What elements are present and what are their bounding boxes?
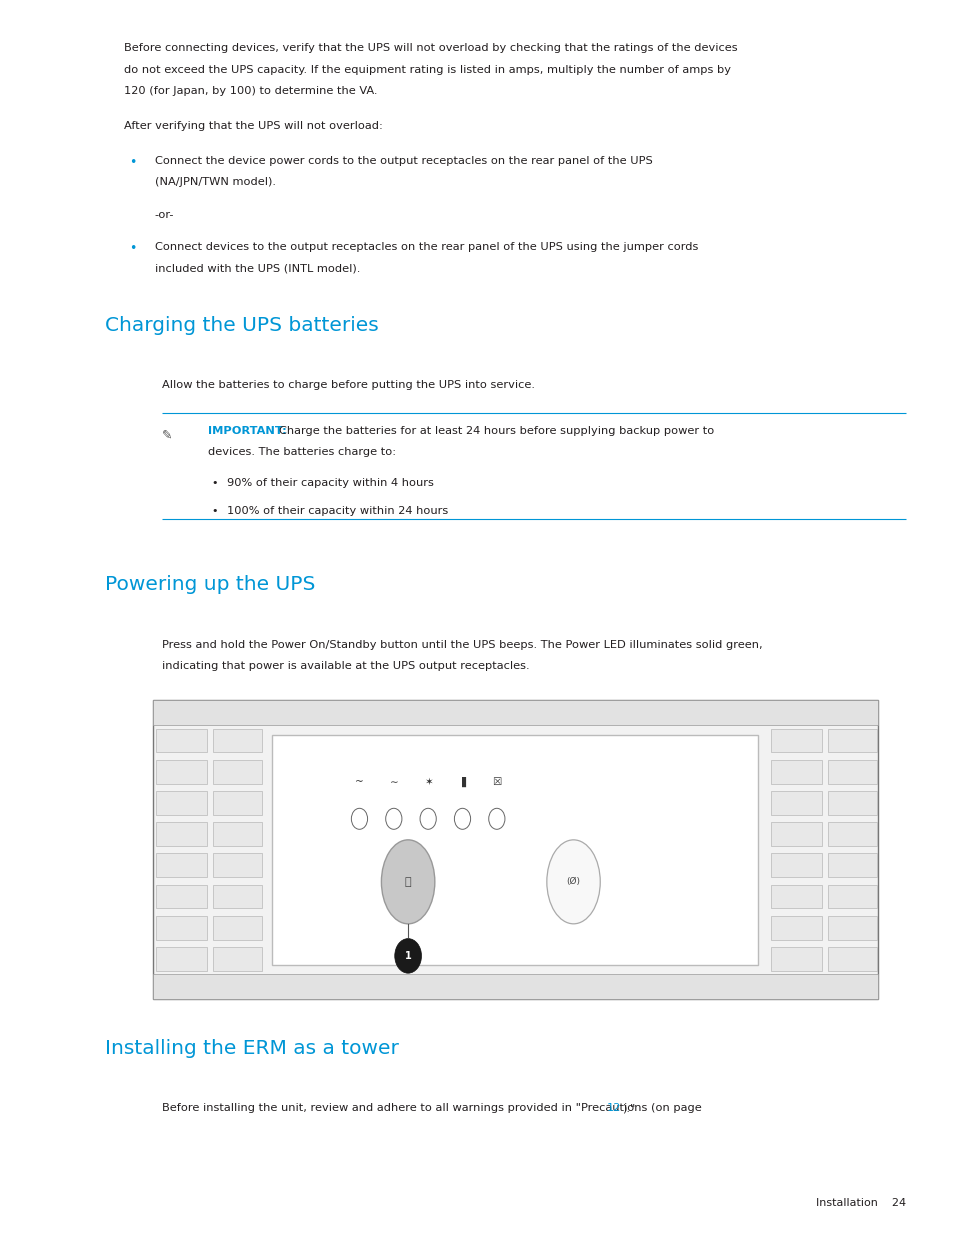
Text: ▐: ▐: [458, 777, 466, 787]
Bar: [827, 790, 877, 815]
Bar: [213, 915, 262, 940]
Bar: [272, 735, 758, 965]
Text: Allow the batteries to charge before putting the UPS into service.: Allow the batteries to charge before put…: [162, 380, 535, 390]
Bar: [827, 823, 877, 846]
Bar: [770, 823, 821, 846]
Circle shape: [395, 939, 421, 973]
Bar: [827, 884, 877, 908]
Text: -or-: -or-: [154, 210, 173, 220]
Text: IMPORTANT:: IMPORTANT:: [208, 426, 291, 436]
Bar: [827, 853, 877, 877]
Text: Installing the ERM as a tower: Installing the ERM as a tower: [105, 1039, 398, 1057]
Text: ✶: ✶: [423, 777, 432, 787]
Bar: [827, 915, 877, 940]
Text: •: •: [129, 242, 136, 256]
Circle shape: [351, 808, 367, 829]
Circle shape: [385, 808, 401, 829]
Text: Connect devices to the output receptacles on the rear panel of the UPS using the: Connect devices to the output receptacle…: [154, 242, 698, 252]
Bar: [155, 760, 207, 783]
Circle shape: [419, 808, 436, 829]
Bar: [213, 853, 262, 877]
Text: ∼: ∼: [389, 777, 397, 787]
Bar: [152, 700, 877, 725]
Text: indicating that power is available at the UPS output receptacles.: indicating that power is available at th…: [162, 661, 529, 672]
Bar: [827, 760, 877, 783]
Text: Charging the UPS batteries: Charging the UPS batteries: [105, 315, 378, 335]
Bar: [770, 915, 821, 940]
Text: ☒: ☒: [492, 777, 501, 787]
Bar: [155, 823, 207, 846]
Bar: [155, 915, 207, 940]
Bar: [213, 884, 262, 908]
Text: Installation    24: Installation 24: [816, 1198, 905, 1208]
Text: 1: 1: [404, 951, 411, 961]
Bar: [155, 947, 207, 971]
Text: 120 (for Japan, by 100) to determine the VA.: 120 (for Japan, by 100) to determine the…: [124, 86, 377, 96]
Bar: [155, 790, 207, 815]
Ellipse shape: [546, 840, 599, 924]
Text: devices. The batteries charge to:: devices. The batteries charge to:: [208, 447, 395, 457]
Bar: [213, 760, 262, 783]
Bar: [213, 947, 262, 971]
Bar: [213, 823, 262, 846]
Bar: [770, 790, 821, 815]
Text: 12: 12: [606, 1103, 620, 1114]
Text: do not exceed the UPS capacity. If the equipment rating is listed in amps, multi: do not exceed the UPS capacity. If the e…: [124, 65, 730, 75]
Bar: [152, 700, 877, 999]
Bar: [770, 884, 821, 908]
Bar: [213, 729, 262, 752]
Text: 90% of their capacity within 4 hours: 90% of their capacity within 4 hours: [227, 478, 434, 488]
Bar: [770, 729, 821, 752]
Text: (NA/JPN/TWN model).: (NA/JPN/TWN model).: [154, 177, 275, 188]
Text: ~: ~: [355, 777, 363, 787]
Text: Powering up the UPS: Powering up the UPS: [105, 574, 315, 594]
Text: Charge the batteries for at least 24 hours before supplying backup power to: Charge the batteries for at least 24 hou…: [278, 426, 713, 436]
Bar: [155, 884, 207, 908]
Text: •: •: [212, 478, 218, 488]
Text: ).": ).": [621, 1103, 635, 1114]
Bar: [152, 974, 877, 999]
Text: Press and hold the Power On/Standby button until the UPS beeps. The Power LED il: Press and hold the Power On/Standby butt…: [162, 640, 762, 650]
Bar: [770, 760, 821, 783]
Text: (Ø): (Ø): [566, 877, 580, 887]
Text: 100% of their capacity within 24 hours: 100% of their capacity within 24 hours: [227, 505, 448, 516]
Text: ⏻: ⏻: [404, 877, 411, 887]
Bar: [770, 947, 821, 971]
Text: included with the UPS (INTL model).: included with the UPS (INTL model).: [154, 263, 359, 274]
Text: After verifying that the UPS will not overload:: After verifying that the UPS will not ov…: [124, 121, 382, 131]
Circle shape: [488, 808, 504, 829]
Bar: [827, 947, 877, 971]
Text: Before installing the unit, review and adhere to all warnings provided in "Preca: Before installing the unit, review and a…: [162, 1103, 705, 1114]
Bar: [827, 729, 877, 752]
Text: •: •: [129, 156, 136, 169]
Bar: [213, 790, 262, 815]
Text: •: •: [212, 505, 218, 516]
Bar: [155, 729, 207, 752]
Circle shape: [454, 808, 470, 829]
Bar: [155, 853, 207, 877]
Bar: [770, 853, 821, 877]
Ellipse shape: [381, 840, 435, 924]
Text: Connect the device power cords to the output receptacles on the rear panel of th: Connect the device power cords to the ou…: [154, 156, 652, 165]
Text: ✎: ✎: [162, 429, 172, 441]
Text: Before connecting devices, verify that the UPS will not overload by checking tha: Before connecting devices, verify that t…: [124, 43, 737, 53]
